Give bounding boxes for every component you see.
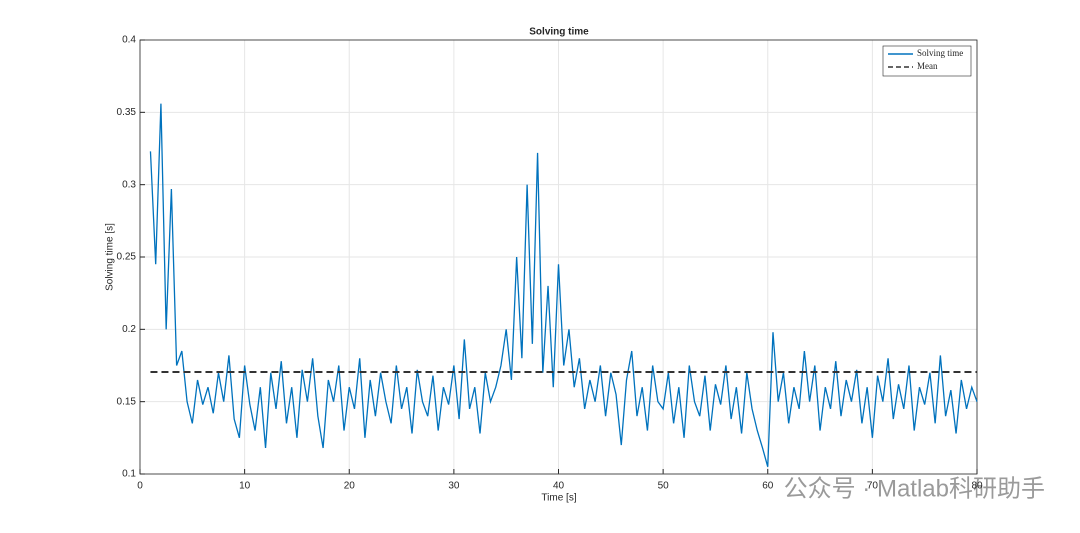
plot-frame <box>139 39 978 475</box>
y-tick-label: 0.35 <box>117 107 137 118</box>
y-tick-label: 0.2 <box>122 324 136 335</box>
y-tick-label: 0.15 <box>117 396 137 407</box>
y-axis-label: Solving time [s] <box>105 223 116 291</box>
y-tick-label: 0.3 <box>122 179 136 190</box>
y-tick-label: 0.25 <box>117 252 137 263</box>
x-tick-label: 70 <box>867 481 879 492</box>
x-tick-label: 10 <box>239 481 251 492</box>
x-tick-label: 80 <box>971 481 983 492</box>
legend-box <box>882 45 972 77</box>
chart-title: Solving time <box>529 27 589 38</box>
x-tick-label: 0 <box>137 481 143 492</box>
y-tick-label: 0.1 <box>122 469 136 480</box>
watermark: 公众号 · Matlab科研助手 <box>784 475 1045 502</box>
x-tick-label: 60 <box>762 481 774 492</box>
x-axis-label: Time [s] <box>541 493 576 504</box>
x-tick-label: 40 <box>553 481 565 492</box>
x-tick-label: 50 <box>658 481 670 492</box>
x-tick-label: 30 <box>448 481 460 492</box>
legend-label: Solving time <box>917 48 963 58</box>
data-line <box>149 103 978 467</box>
y-tick-label: 0.4 <box>122 35 136 46</box>
x-tick-label: 20 <box>344 481 356 492</box>
legend-label: Mean <box>917 61 938 71</box>
